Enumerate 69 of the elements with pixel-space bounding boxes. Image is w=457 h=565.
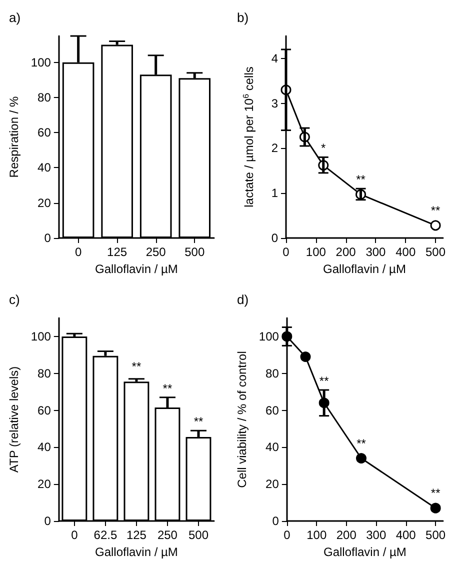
y-tick-label: 4 bbox=[271, 51, 278, 66]
annotation: ** bbox=[356, 436, 366, 450]
x-tick-label: 100 bbox=[306, 528, 327, 542]
y-tick-label: 100 bbox=[30, 55, 52, 70]
x-tick-label: 100 bbox=[306, 245, 326, 259]
x-tick-label: 300 bbox=[366, 245, 386, 259]
x-tick-label: 500 bbox=[188, 528, 209, 542]
x-tick-label: 400 bbox=[396, 528, 416, 542]
x-tick-label: 200 bbox=[336, 528, 357, 542]
point bbox=[430, 220, 441, 231]
chart-title: a) bbox=[9, 10, 21, 25]
y-tick-label: 80 bbox=[38, 90, 52, 104]
x-axis-title: Galloflavin / µM bbox=[94, 262, 178, 276]
y-tick-label: 20 bbox=[38, 196, 52, 210]
annotation: ** bbox=[132, 360, 142, 374]
x-tick-label: 0 bbox=[74, 245, 82, 259]
y-tick-label: 0 bbox=[271, 231, 278, 245]
y-tick-label: 60 bbox=[38, 403, 52, 418]
y-axis-title: Cell viability / % of control bbox=[235, 351, 249, 488]
x-tick-label: 0 bbox=[282, 245, 290, 259]
point bbox=[430, 502, 441, 514]
x-axis-title: Galloflavin / µM bbox=[94, 544, 178, 559]
y-tick-label: 100 bbox=[258, 329, 280, 344]
y-tick-label: 40 bbox=[266, 440, 280, 454]
x-tick-label: 125 bbox=[107, 245, 128, 259]
chart-title: b) bbox=[237, 10, 249, 25]
y-tick-label: 80 bbox=[266, 366, 280, 380]
annotation: ** bbox=[430, 203, 441, 218]
x-tick-label: 400 bbox=[396, 245, 416, 259]
x-axis-title: Galloflavin / µM bbox=[323, 262, 406, 276]
y-tick-label: 20 bbox=[266, 477, 280, 492]
y-axis-title: ATP (relative levels) bbox=[7, 366, 21, 473]
y-tick-label: 60 bbox=[266, 403, 280, 418]
y-tick-label: 0 bbox=[44, 514, 52, 528]
x-tick-label: 0 bbox=[284, 528, 291, 542]
annotation: ** bbox=[356, 172, 366, 186]
x-tick-label: 125 bbox=[126, 528, 147, 542]
y-axis-title: Respiration / % bbox=[7, 96, 21, 178]
x-tick-label: 200 bbox=[336, 245, 356, 259]
annotation: ** bbox=[319, 374, 330, 388]
y-axis-title: lactate / µmol per 106 cells bbox=[242, 66, 256, 208]
x-axis-title: Galloflavin / µM bbox=[323, 544, 406, 559]
chart-title: d) bbox=[237, 292, 249, 307]
x-tick-label: 62.5 bbox=[94, 528, 118, 542]
y-tick-label: 0 bbox=[272, 514, 280, 528]
y-tick-label: 40 bbox=[38, 440, 52, 454]
annotation: ** bbox=[162, 381, 172, 396]
y-tick-label: 20 bbox=[38, 477, 52, 492]
y-tick-label: 3 bbox=[271, 96, 278, 110]
x-tick-label: 0 bbox=[71, 528, 78, 542]
x-tick-label: 300 bbox=[366, 528, 386, 542]
y-tick-label: 2 bbox=[271, 141, 278, 156]
y-tick-label: 60 bbox=[38, 126, 52, 140]
y-tick-label: 1 bbox=[271, 186, 278, 200]
y-tick-label: 100 bbox=[30, 329, 52, 344]
point bbox=[356, 453, 366, 464]
x-tick-label: 500 bbox=[426, 245, 446, 259]
annotation: * bbox=[321, 141, 326, 156]
x-tick-label: 250 bbox=[157, 528, 178, 542]
chart-title: c) bbox=[9, 292, 20, 307]
point bbox=[300, 352, 311, 362]
y-tick-label: 80 bbox=[38, 366, 52, 380]
x-tick-label: 500 bbox=[184, 245, 205, 259]
x-tick-label: 250 bbox=[146, 245, 166, 259]
y-tick-label: 0 bbox=[44, 231, 52, 245]
x-tick-label: 500 bbox=[426, 528, 446, 542]
annotation: ** bbox=[430, 486, 441, 500]
y-tick-label: 40 bbox=[38, 160, 52, 175]
annotation: ** bbox=[194, 414, 204, 429]
